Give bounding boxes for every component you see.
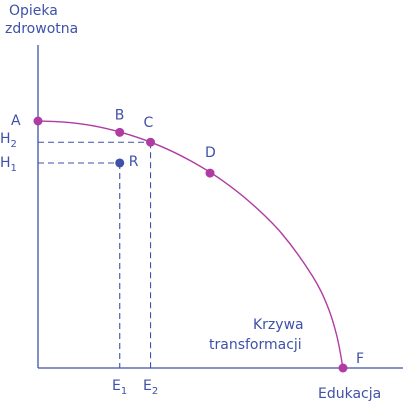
point-a: [33, 116, 43, 126]
point-r: [115, 158, 125, 168]
x-axis-label: Edukacja: [318, 386, 381, 401]
point-label-b: B: [115, 107, 125, 123]
curve-label-line-2: transformacji: [209, 337, 302, 353]
points-layer: A B C D F R: [11, 107, 364, 373]
point-label-f: F: [356, 351, 364, 367]
point-label-a: A: [11, 113, 21, 129]
y-ref-label-h1: H1: [0, 155, 17, 174]
transformation-curve: [37, 120, 344, 369]
point-label-c: C: [144, 115, 154, 131]
point-label-d: D: [205, 145, 216, 161]
x-ref-label-e1: E1: [112, 378, 127, 397]
point-c: [146, 137, 156, 147]
point-b: [115, 127, 125, 137]
reference-dashed-lines: [38, 141, 152, 368]
point-d: [205, 168, 215, 178]
curve-label-line-1: Krzywa: [253, 317, 304, 333]
y-axis-label-line-1: Opieka: [9, 3, 58, 19]
x-ref-label-e2: E2: [143, 378, 158, 397]
y-axis-label-line-2: zdrowotna: [5, 21, 78, 37]
point-f: [338, 363, 348, 373]
point-label-r: R: [129, 154, 139, 170]
y-ref-label-h2: H2: [0, 131, 17, 150]
